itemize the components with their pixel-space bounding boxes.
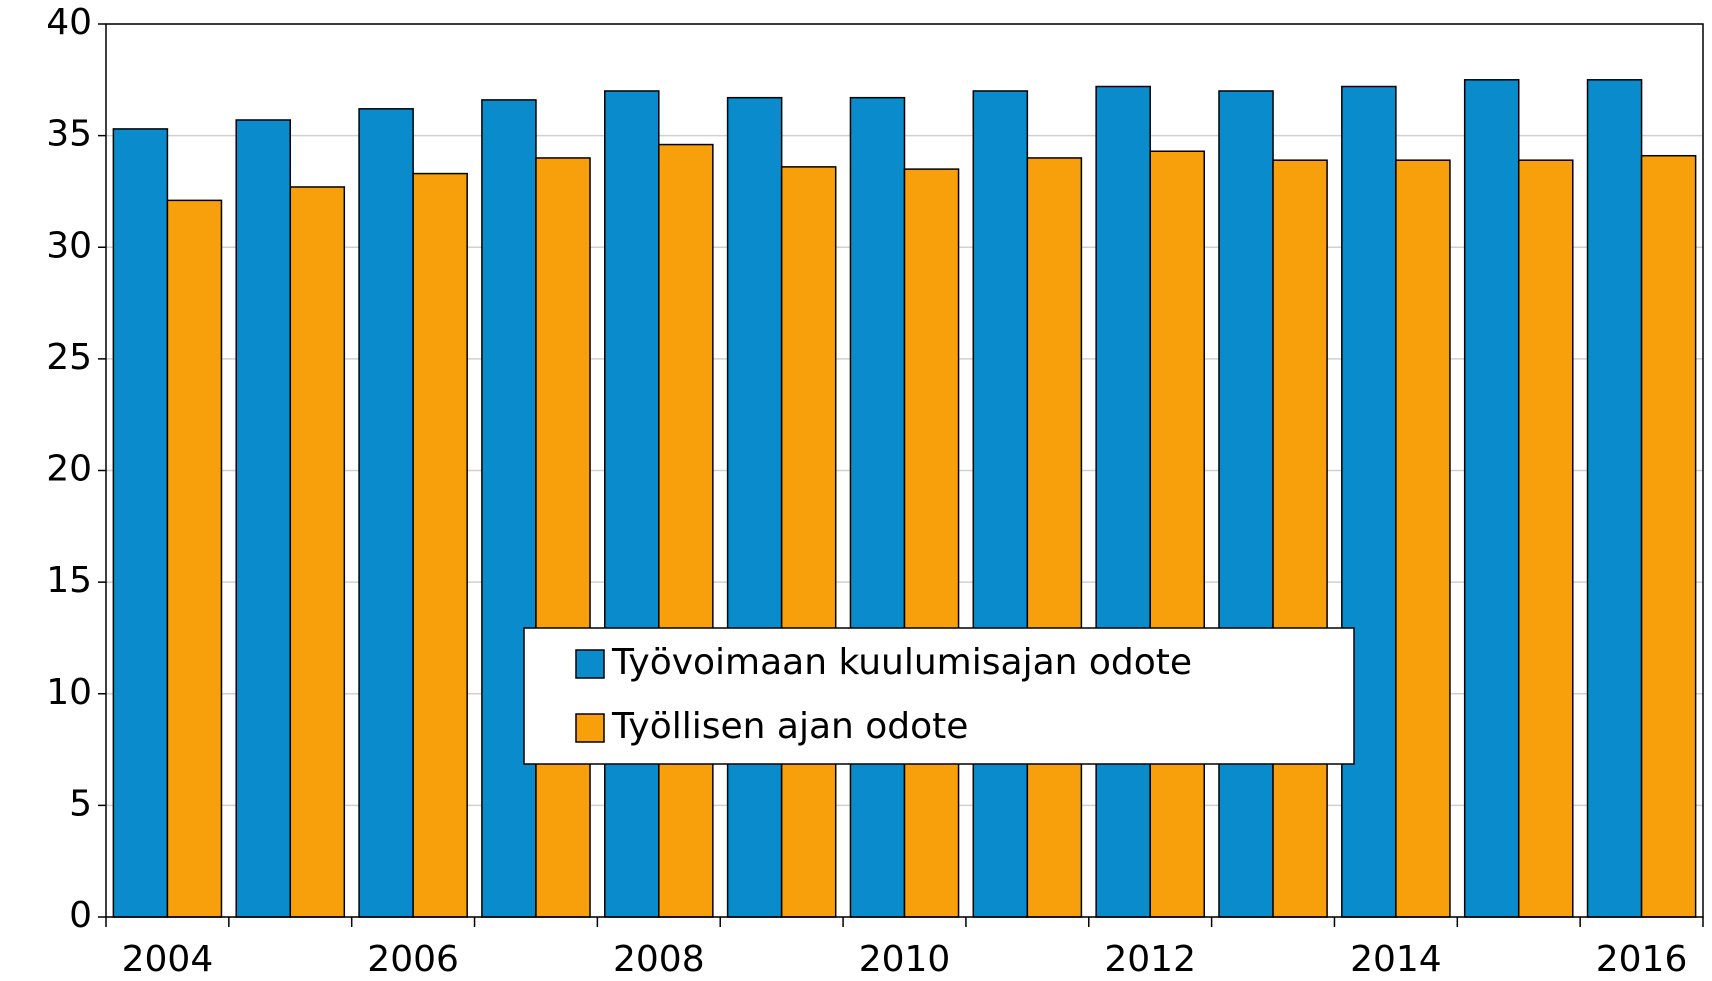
y-tick-label: 10: [46, 672, 92, 713]
legend-swatch: [575, 713, 605, 743]
bar: [604, 90, 660, 918]
bar: [1026, 157, 1083, 918]
x-tick-label: 2004: [122, 939, 214, 980]
bar: [972, 90, 1029, 918]
y-tick-label: 5: [69, 783, 92, 824]
bar: [289, 186, 346, 918]
x-tick-label: 2010: [859, 939, 951, 980]
bar: [112, 128, 169, 918]
y-tick-label: 20: [46, 449, 92, 490]
bar: [1640, 154, 1697, 918]
y-tick-label: 35: [46, 114, 92, 155]
bar: [1395, 159, 1451, 918]
bar: [1341, 85, 1397, 918]
legend-label: Työllisen ajan odote: [611, 706, 968, 747]
plot-frame: [105, 23, 1704, 918]
y-tick-label: 25: [46, 337, 92, 378]
bar: [1586, 79, 1643, 918]
bar: [235, 119, 292, 918]
bar: [780, 166, 837, 918]
y-tick-label: 15: [46, 560, 92, 601]
y-tick-label: 30: [46, 225, 92, 266]
bar: [166, 199, 223, 918]
bar: [535, 157, 591, 918]
legend-label: Työvoimaan kuulumisajan odote: [611, 642, 1192, 683]
bar: [903, 168, 960, 918]
bar: [1218, 90, 1274, 918]
bar: [1095, 85, 1151, 918]
legend-swatch: [575, 649, 605, 679]
bar: [849, 96, 906, 918]
bar: [358, 108, 414, 918]
x-tick-label: 2006: [367, 939, 459, 980]
bar: [1517, 159, 1574, 918]
bar: [412, 172, 468, 918]
y-tick-label: 40: [46, 2, 92, 43]
bar: [726, 96, 783, 918]
bar: [1272, 159, 1328, 918]
x-tick-label: 2014: [1350, 939, 1442, 980]
bar: [1463, 79, 1520, 918]
bar: [481, 99, 537, 918]
bar: [658, 143, 714, 918]
legend: [523, 627, 1355, 765]
x-tick-label: 2008: [613, 939, 705, 980]
x-tick-label: 2016: [1596, 939, 1688, 980]
bar: [1149, 150, 1205, 918]
y-tick-label: 0: [69, 895, 92, 936]
x-tick-label: 2012: [1104, 939, 1196, 980]
